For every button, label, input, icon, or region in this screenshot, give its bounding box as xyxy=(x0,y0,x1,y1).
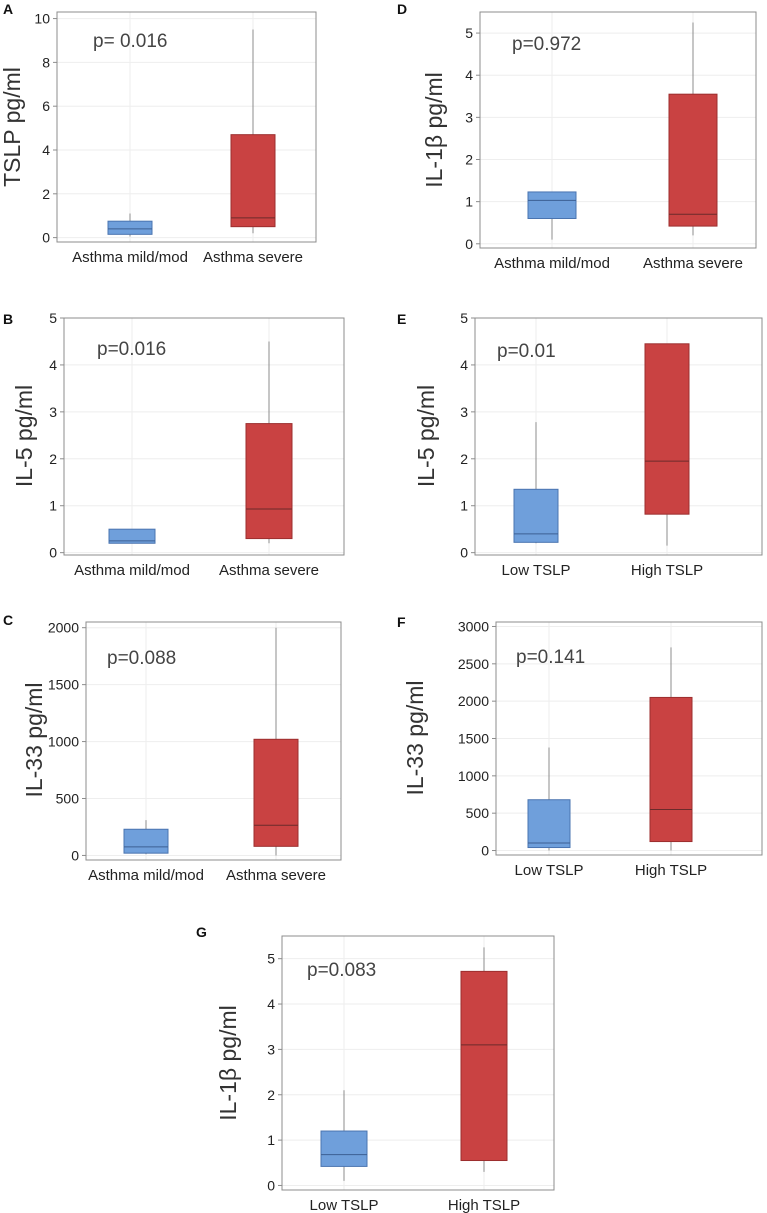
panel-f-ytick-label-4: 2000 xyxy=(458,693,489,709)
panel-b-frame xyxy=(63,317,345,556)
panel-g-box-1 xyxy=(460,970,508,1162)
panel-d-ytick-label-3: 3 xyxy=(465,109,473,125)
panel-b-ytick-label-5: 5 xyxy=(49,310,57,326)
panel-e-ytick-label-1: 1 xyxy=(460,498,468,514)
panel-c-frame xyxy=(85,621,342,861)
panel-d-pvalue: p=0.972 xyxy=(512,34,581,55)
panel-a-ytick-label-4: 8 xyxy=(42,54,50,70)
panel-f-ytick-label-6: 3000 xyxy=(458,618,489,634)
panel-f-ytick-label-5: 2500 xyxy=(458,656,489,672)
panel-d-frame xyxy=(479,11,757,249)
panel-f-letter: F xyxy=(397,614,406,630)
panel-c-xtick-label-1: Asthma severe xyxy=(226,867,326,884)
panel-e-ytick-label-2: 2 xyxy=(460,451,468,467)
panel-g-ytick-label-0: 0 xyxy=(267,1177,275,1193)
panel-a-xtick-label-1: Asthma severe xyxy=(203,249,303,266)
panel-a-pvalue: p= 0.016 xyxy=(93,31,168,52)
panel-a-box-0 xyxy=(107,220,153,235)
panel-g-box-0 xyxy=(320,1130,368,1167)
panel-b-ytick-label-3: 3 xyxy=(49,404,57,420)
panel-f-ytick-label-1: 500 xyxy=(466,805,490,821)
panel-f-ylabel: IL-33 pg/ml xyxy=(402,680,428,795)
panel-d-ytick-label-2: 2 xyxy=(465,152,473,168)
panel-b-ylabel: IL-5 pg/ml xyxy=(11,385,37,487)
panel-a-ytick-label-3: 6 xyxy=(42,98,50,114)
panel-c-pvalue: p=0.088 xyxy=(107,648,176,669)
panel-a-xtick-label-0: Asthma mild/mod xyxy=(72,249,188,266)
panel-d-box-0 xyxy=(527,191,577,219)
panel-a-ytick-label-2: 4 xyxy=(42,142,50,158)
panel-b-ytick-label-4: 4 xyxy=(49,357,57,373)
panel-a-ylabel: TSLP pg/ml xyxy=(0,67,25,187)
panel-f-ytick-label-0: 0 xyxy=(481,843,489,859)
panel-c-ytick-label-1: 500 xyxy=(56,791,80,807)
panel-b-xtick-label-0: Asthma mild/mod xyxy=(74,562,190,579)
panel-g-ytick-label-5: 5 xyxy=(267,951,275,967)
panel-f-xtick-label-0: Low TSLP xyxy=(515,862,584,879)
panel-b-box-1 xyxy=(245,423,293,540)
panel-a-ytick-label-1: 2 xyxy=(42,186,50,202)
panel-c-ytick-label-2: 1000 xyxy=(48,734,79,750)
panel-g-ylabel: IL-1β pg/ml xyxy=(215,1005,241,1121)
panel-d-ylabel: IL-1β pg/ml xyxy=(421,72,447,188)
panel-f-pvalue: p=0.141 xyxy=(516,647,585,668)
panel-e-xtick-label-1: High TSLP xyxy=(631,562,703,579)
panel-f-ytick-label-2: 1000 xyxy=(458,768,489,784)
panel-c-ytick-label-0: 0 xyxy=(71,847,79,863)
panel-b-pvalue: p=0.016 xyxy=(97,339,166,360)
panel-a-ytick-label-0: 0 xyxy=(42,230,50,246)
panel-a-letter: A xyxy=(3,1,13,17)
panel-g-pvalue: p=0.083 xyxy=(307,960,376,981)
panel-f-box-1 xyxy=(649,696,693,843)
panel-b-ytick-label-0: 0 xyxy=(49,545,57,561)
panel-e-letter: E xyxy=(397,311,406,327)
panel-e-ytick-label-5: 5 xyxy=(460,310,468,326)
panel-g-ytick-label-2: 2 xyxy=(267,1087,275,1103)
panel-c-ytick-label-3: 1500 xyxy=(48,677,79,693)
panel-f-ytick-label-3: 1500 xyxy=(458,731,489,747)
panel-g-frame xyxy=(281,935,555,1191)
panel-d-ytick-label-1: 1 xyxy=(465,194,473,210)
panel-e-box-1 xyxy=(644,343,690,515)
panel-a-frame xyxy=(56,11,317,243)
panel-d-ytick-label-5: 5 xyxy=(465,25,473,41)
panel-b-ytick-label-2: 2 xyxy=(49,451,57,467)
panel-g-xtick-label-0: Low TSLP xyxy=(310,1197,379,1213)
panel-e-frame xyxy=(474,317,763,556)
panel-c-ytick-label-4: 2000 xyxy=(48,620,79,636)
panel-d-ytick-label-0: 0 xyxy=(465,236,473,252)
panel-c-box-1 xyxy=(253,738,299,847)
panel-g-ytick-label-3: 3 xyxy=(267,1041,275,1057)
panel-a-box-1 xyxy=(230,134,276,228)
panel-d-letter: D xyxy=(397,1,407,17)
panel-c-ylabel: IL-33 pg/ml xyxy=(21,682,47,797)
panel-g-ytick-label-4: 4 xyxy=(267,996,275,1012)
panel-e-ytick-label-4: 4 xyxy=(460,357,468,373)
panel-f-xtick-label-1: High TSLP xyxy=(635,862,707,879)
panel-d-ytick-label-4: 4 xyxy=(465,67,473,83)
panel-c-xtick-label-0: Asthma mild/mod xyxy=(88,867,204,884)
panel-d-xtick-label-0: Asthma mild/mod xyxy=(494,255,610,272)
panel-f-box-0 xyxy=(527,799,571,849)
panel-b-box-0 xyxy=(108,528,156,544)
panel-e-xtick-label-0: Low TSLP xyxy=(502,562,571,579)
panel-e-ytick-label-3: 3 xyxy=(460,404,468,420)
panel-d-box-1 xyxy=(668,93,718,227)
panel-b-xtick-label-1: Asthma severe xyxy=(219,562,319,579)
panel-e-ylabel: IL-5 pg/ml xyxy=(413,385,439,487)
panel-g-letter: G xyxy=(196,924,207,940)
panel-e-ytick-label-0: 0 xyxy=(460,545,468,561)
panel-c-box-0 xyxy=(123,828,169,854)
panel-c-letter: C xyxy=(3,612,13,628)
panel-g-ytick-label-1: 1 xyxy=(267,1132,275,1148)
panel-d-xtick-label-1: Asthma severe xyxy=(643,255,743,272)
panel-g-xtick-label-1: High TSLP xyxy=(448,1197,520,1213)
panel-e-pvalue: p=0.01 xyxy=(497,341,556,362)
panel-b-letter: B xyxy=(3,311,13,327)
panel-a-ytick-label-5: 10 xyxy=(34,11,50,27)
panel-b-ytick-label-1: 1 xyxy=(49,498,57,514)
